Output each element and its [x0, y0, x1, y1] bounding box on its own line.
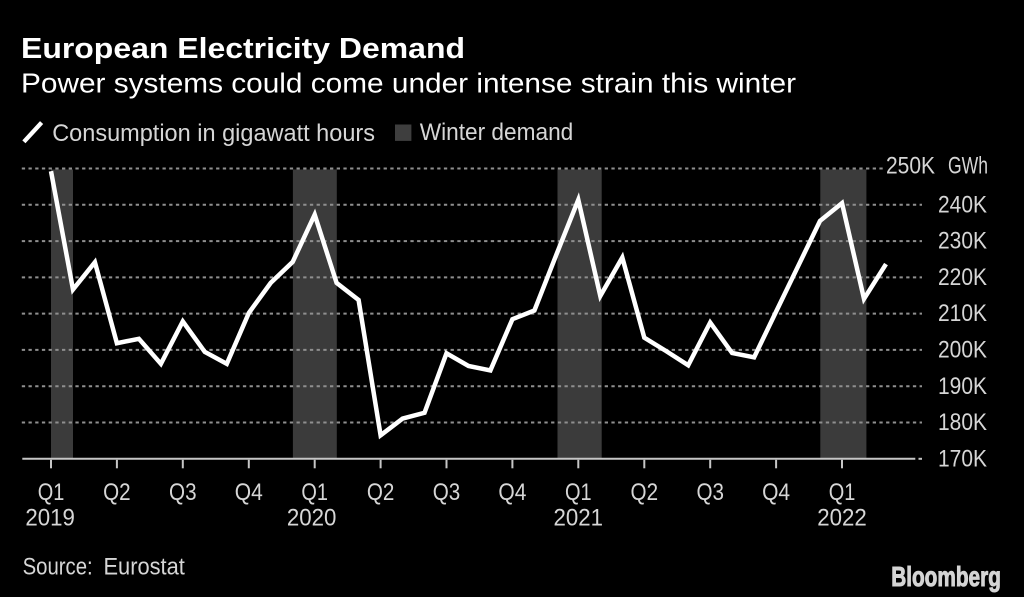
- svg-text:Eurostat: Eurostat: [104, 553, 186, 580]
- svg-text:170K: 170K: [938, 445, 987, 472]
- svg-text:2019: 2019: [25, 505, 75, 532]
- svg-text:GWh: GWh: [948, 153, 988, 180]
- svg-text:Bloomberg: Bloomberg: [891, 561, 1001, 592]
- svg-text:Q4: Q4: [235, 479, 263, 506]
- svg-text:Q4: Q4: [498, 479, 526, 506]
- svg-text:Q1: Q1: [301, 479, 328, 506]
- svg-text:European Electricity Demand: European Electricity Demand: [21, 33, 465, 65]
- svg-text:240K: 240K: [938, 191, 987, 218]
- svg-text:Q2: Q2: [103, 479, 131, 506]
- svg-text:Q2: Q2: [631, 479, 659, 506]
- svg-text:Power systems could come under: Power systems could come under intense s…: [21, 68, 796, 99]
- svg-text:Winter demand: Winter demand: [420, 119, 574, 146]
- svg-text:220K: 220K: [938, 264, 987, 291]
- svg-text:2022: 2022: [817, 505, 867, 532]
- svg-text:Consumption in gigawatt hours: Consumption in gigawatt hours: [52, 120, 375, 147]
- svg-text:Q1: Q1: [565, 479, 592, 506]
- svg-text:200K: 200K: [938, 337, 987, 364]
- svg-text:190K: 190K: [938, 373, 987, 400]
- svg-text:Q3: Q3: [169, 479, 197, 506]
- svg-text:250K: 250K: [886, 153, 935, 180]
- svg-text:Q2: Q2: [367, 479, 395, 506]
- svg-text:2021: 2021: [554, 505, 604, 532]
- svg-text:Q4: Q4: [762, 479, 790, 506]
- svg-text:Q3: Q3: [696, 479, 724, 506]
- svg-text:Q1: Q1: [829, 479, 856, 506]
- svg-text:210K: 210K: [938, 300, 987, 327]
- svg-text:2020: 2020: [287, 505, 337, 532]
- svg-text:180K: 180K: [938, 409, 987, 436]
- svg-text:Source:: Source:: [23, 553, 93, 580]
- svg-text:Q1: Q1: [38, 479, 65, 506]
- svg-text:Q3: Q3: [433, 479, 461, 506]
- svg-text:230K: 230K: [938, 228, 987, 255]
